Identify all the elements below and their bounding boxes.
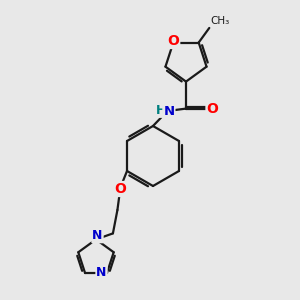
Text: N: N xyxy=(163,105,175,118)
Text: O: O xyxy=(206,102,218,116)
Text: N: N xyxy=(92,229,103,242)
Text: H: H xyxy=(156,104,166,117)
Text: N: N xyxy=(96,266,107,279)
Text: O: O xyxy=(167,34,179,48)
Text: CH₃: CH₃ xyxy=(211,16,230,26)
Text: O: O xyxy=(115,182,126,196)
